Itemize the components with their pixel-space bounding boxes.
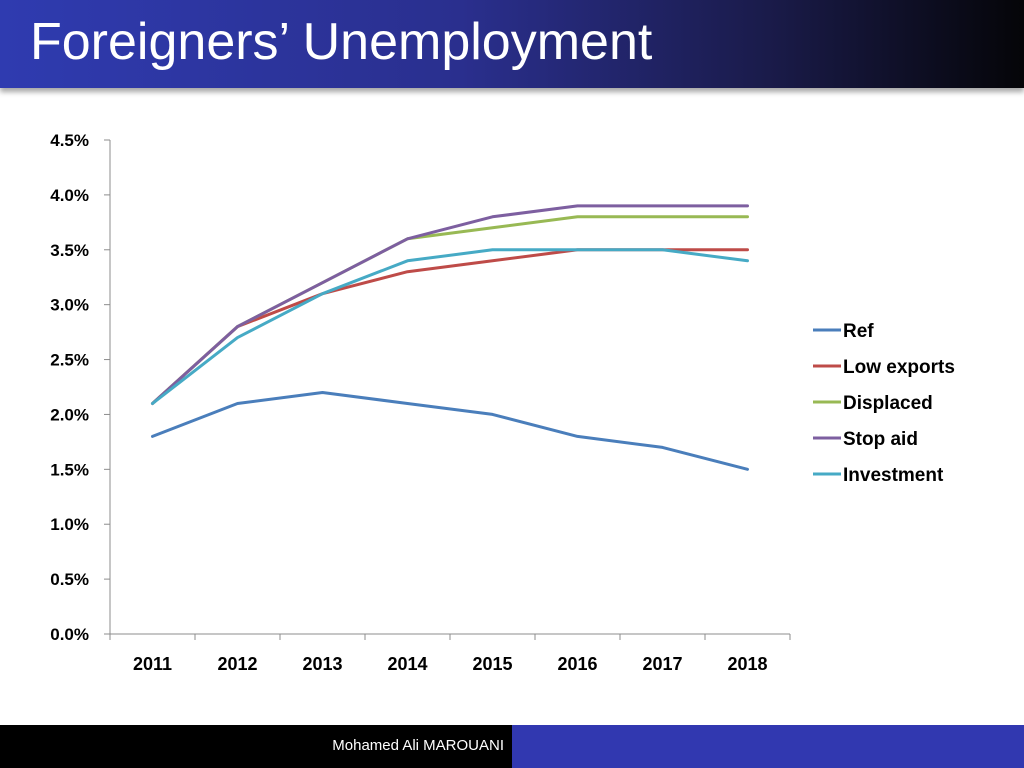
title-bar: Foreigners’ Unemployment <box>0 0 1024 88</box>
x-tick-label: 2018 <box>727 654 767 674</box>
x-tick-label: 2016 <box>557 654 597 674</box>
series-line-ref <box>151 391 749 471</box>
chart-svg: 0.0% 0.5% 1.0% 1.5% 2.0% 2.5% 3.0% 3.5% 4.0% 4.5%… <box>50 131 955 674</box>
series-line-low-exports <box>151 248 749 405</box>
y-tick-label: 3.0% <box>50 296 89 315</box>
footer-author: Mohamed Ali MAROUANI <box>332 737 504 754</box>
legend-label: Investment <box>843 465 944 486</box>
legend-label: Low exports <box>843 357 955 378</box>
footer-left-bar: Mohamed Ali MAROUANI <box>0 725 512 768</box>
legend-label: Displaced <box>843 393 933 414</box>
y-tick-label: 1.5% <box>50 460 89 479</box>
y-tick-label: 1.0% <box>50 515 89 534</box>
x-tick-label: 2015 <box>472 654 512 674</box>
x-tick-label: 2011 <box>133 654 172 674</box>
y-tick-label: 2.5% <box>50 351 89 370</box>
series-line-investment <box>151 248 749 405</box>
series-line-displaced <box>151 215 749 405</box>
series-line-stop-aid <box>151 204 749 405</box>
footer-right-bar <box>512 725 1024 768</box>
y-tick-label: 4.5% <box>50 131 89 150</box>
y-tick-label: 3.5% <box>50 241 89 260</box>
x-tick-label: 2017 <box>642 654 682 674</box>
x-tick-label: 2014 <box>387 654 427 674</box>
slide-title: Foreigners’ Unemployment <box>30 13 653 71</box>
line-chart: 0.0% 0.5% 1.0% 1.5% 2.0% 2.5% 3.0% 3.5% 4.0% 4.5%… <box>0 100 1024 710</box>
y-tick-label: 0.5% <box>50 570 89 589</box>
x-tick-label: 2013 <box>302 654 342 674</box>
y-tick-label: 0.0% <box>50 625 89 644</box>
y-tick-label: 2.0% <box>50 405 89 424</box>
x-tick-label: 2012 <box>217 654 257 674</box>
legend-label: Stop aid <box>843 429 918 450</box>
y-tick-label: 4.0% <box>50 186 89 205</box>
legend-label: Ref <box>843 321 874 342</box>
